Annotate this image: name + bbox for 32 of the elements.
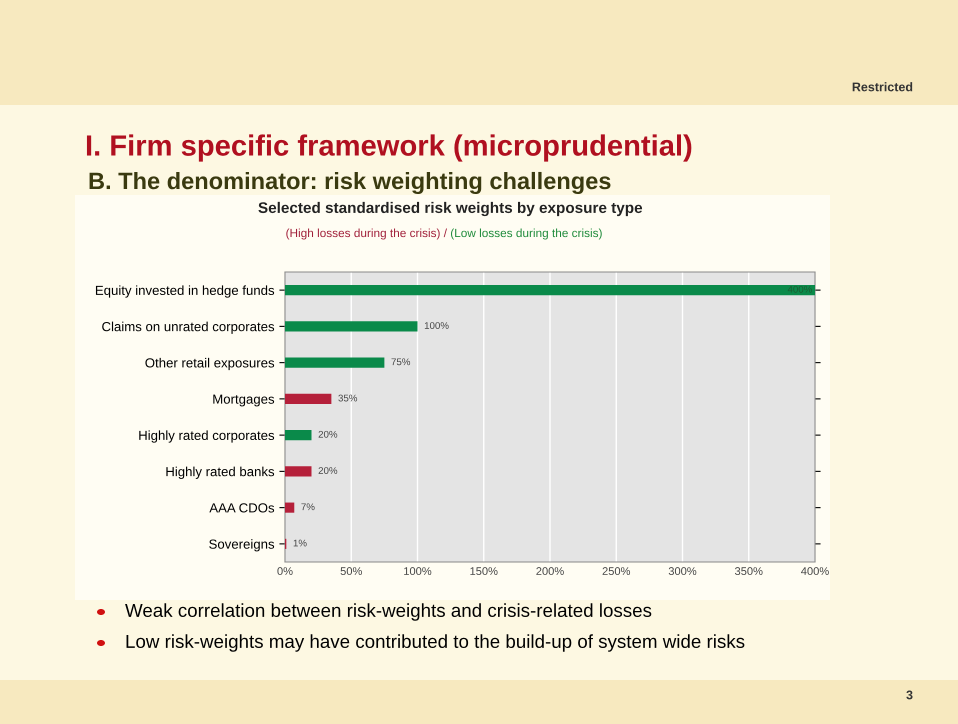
x-tick-label: 100% [404, 567, 432, 576]
text: Low risk-weights may have contributed to the build-up of system wide risks [126, 634, 744, 652]
y-tick-label: AAA CDOs [209, 503, 274, 513]
x-tick-label: 200% [536, 567, 564, 576]
text: 3 [906, 690, 913, 700]
data-label: 20% [318, 430, 338, 438]
chart-subtitle: (High losses during the crisis) / (Low losses during the crisis) [286, 228, 602, 240]
data-label: 100% [424, 322, 449, 329]
text: Weak correlation between risk-weights and crisis-related losses [125, 603, 652, 621]
y-tick-label: Mortgages [213, 394, 274, 406]
y-tick-label: Claims on unrated corporates [102, 322, 274, 334]
y-tick-label: Highly rated banks [166, 466, 274, 479]
data-label: 35% [338, 394, 358, 402]
chart-title: Selected standardised risk weights by exposure type [258, 202, 642, 216]
x-tick-label: 350% [734, 567, 763, 576]
x-tick-label: 150% [470, 567, 498, 576]
y-tick-label: Equity invested in hedge funds [96, 285, 274, 298]
data-label: 20% [318, 467, 338, 474]
y-tick-label: Other retail exposures [145, 358, 274, 370]
data-label: 1% [294, 540, 307, 546]
text: Restricted [852, 82, 912, 92]
y-tick-label: Sovereigns [209, 539, 274, 552]
data-label: 75% [392, 358, 410, 366]
x-tick-label: 300% [668, 567, 696, 576]
x-tick-label: 250% [602, 567, 630, 576]
text: I. Firm specific framework (microprudential) [86, 134, 692, 162]
x-tick-label: 400% [801, 567, 829, 576]
x-tick-label: 50% [340, 567, 362, 576]
y-tick-label: Highly rated corporates [139, 430, 274, 443]
text: B. The denominator: risk weighting challenges [90, 172, 610, 194]
x-tick-label: 0% [277, 567, 293, 576]
data-label: 7% [301, 503, 315, 510]
